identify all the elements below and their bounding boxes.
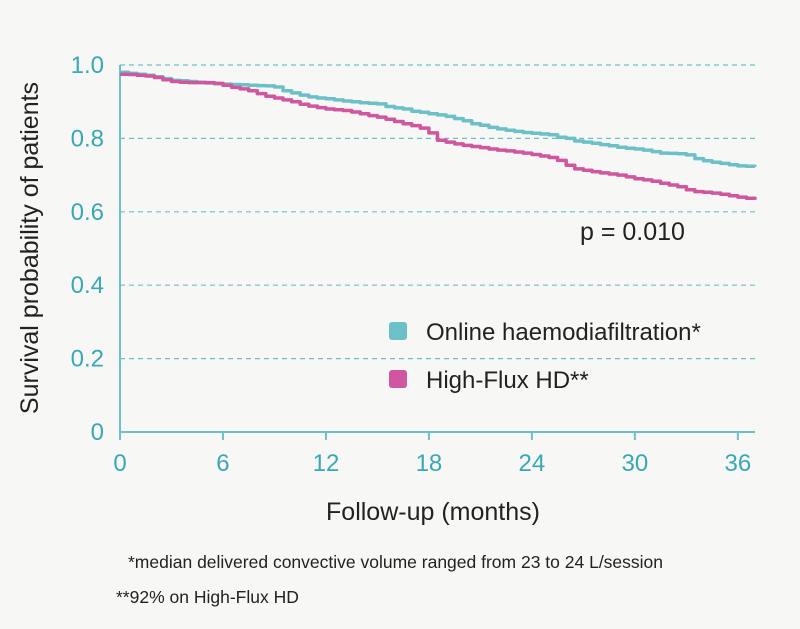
y-ticks: 0 0.2 0.4 0.6 0.8 1.0 — [71, 52, 104, 446]
x-tick-label: 30 — [622, 450, 649, 477]
series-line-high-flux-hd — [120, 74, 755, 200]
y-tick-label: 0.6 — [71, 199, 104, 226]
x-ticks: 0 6 12 18 24 30 36 — [113, 432, 751, 477]
legend-swatch-high-flux-hd — [389, 370, 407, 388]
y-tick-label: 0.8 — [71, 125, 104, 152]
gridlines — [120, 65, 755, 359]
x-tick-label: 18 — [416, 450, 443, 477]
x-axis-title: Follow-up (months) — [326, 498, 540, 526]
legend-swatch-online-haemodiafiltration — [389, 322, 407, 340]
y-axis-title: Survival probability of patients — [16, 82, 44, 414]
series-lines — [120, 72, 755, 199]
y-tick-label: 0.4 — [71, 272, 104, 299]
x-tick-label: 0 — [113, 450, 126, 477]
x-tick-label: 24 — [519, 450, 546, 477]
p-value-annotation: p = 0.010 — [580, 218, 685, 246]
y-tick-label: 0 — [91, 419, 104, 446]
y-tick-label: 0.2 — [71, 346, 104, 373]
x-tick-label: 12 — [313, 450, 340, 477]
footnote-convective-volume: *median delivered convective volume rang… — [128, 552, 663, 572]
legend-label-high-flux-hd: High-Flux HD** — [426, 367, 589, 394]
x-tick-label: 36 — [724, 450, 751, 477]
y-tick-label: 1.0 — [71, 52, 104, 79]
series-line-online-haemodiafiltration — [120, 72, 755, 166]
legend: Online haemodiafiltration* High-Flux HD*… — [389, 319, 701, 394]
legend-label-online-haemodiafiltration: Online haemodiafiltration* — [426, 319, 701, 346]
x-tick-label: 6 — [216, 450, 229, 477]
footnote-high-flux: **92% on High-Flux HD — [116, 587, 299, 607]
